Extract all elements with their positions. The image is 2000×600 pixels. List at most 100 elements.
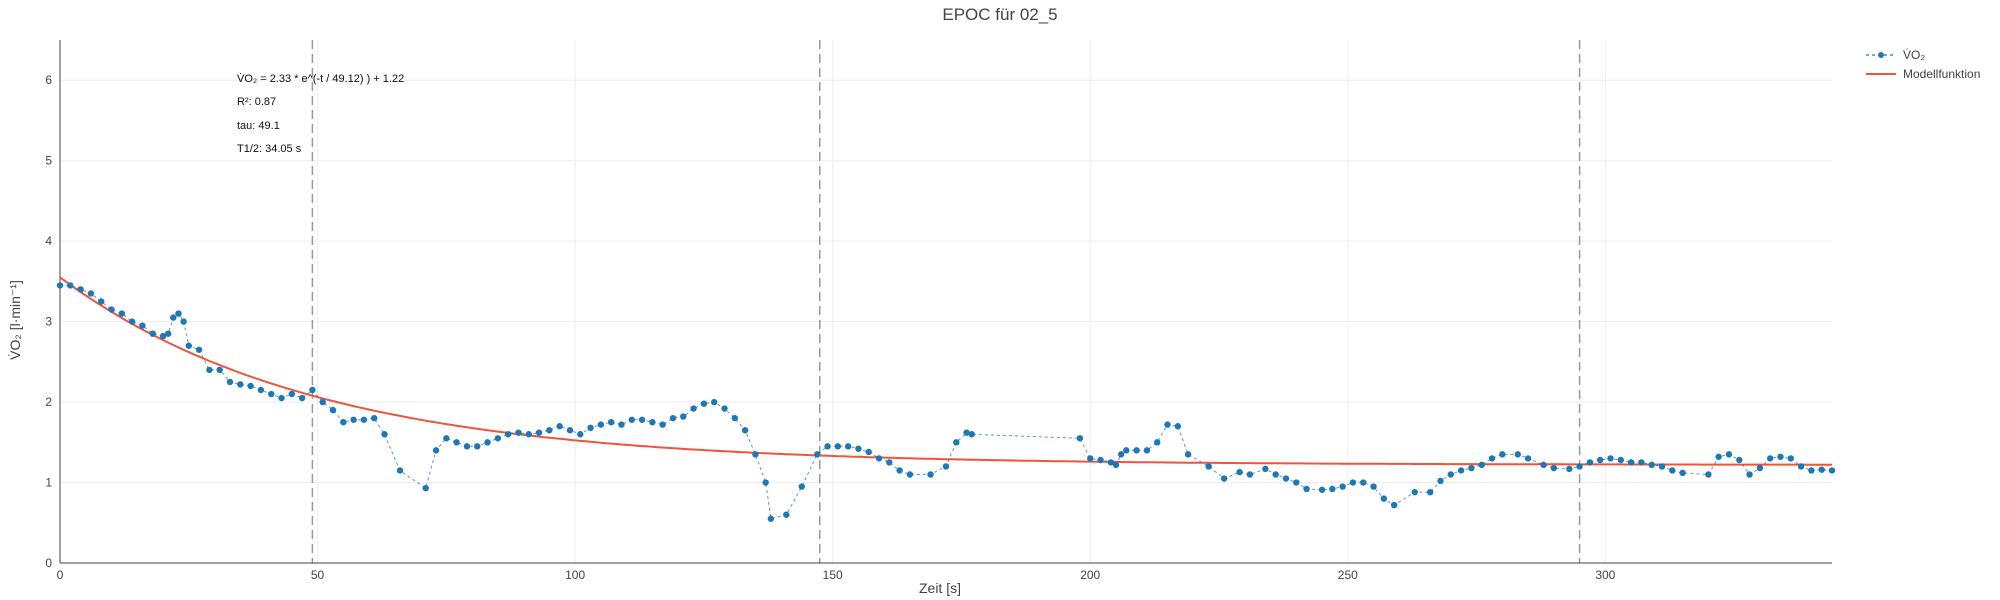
- vo2-point: [515, 429, 522, 436]
- x-tick-label: 50: [311, 568, 325, 582]
- vo2-point: [56, 282, 64, 289]
- vo2-point: [1329, 485, 1336, 493]
- vo2-point: [149, 330, 156, 337]
- vo2-point: [1380, 495, 1388, 502]
- vo2-point: [1174, 423, 1182, 430]
- vo2-point: [278, 394, 285, 402]
- x-tick-label: 100: [565, 568, 585, 582]
- legend[interactable]: V̇O₂ Modellfunktion: [1866, 48, 1980, 81]
- y-tick-label: 2: [45, 395, 52, 409]
- vo2-point: [1766, 455, 1774, 462]
- vo2-point: [185, 342, 192, 349]
- vo2-point: [783, 511, 790, 518]
- x-tick-label: 150: [823, 568, 843, 582]
- vo2-point: [741, 427, 749, 434]
- vo2-point: [474, 443, 481, 450]
- vo2-point: [1184, 451, 1192, 458]
- vo2-point: [139, 322, 146, 329]
- vo2-point: [927, 471, 934, 478]
- vo2-point: [762, 479, 769, 486]
- vo2-point: [556, 423, 563, 430]
- vo2-point: [1303, 485, 1310, 493]
- y-tick-label: 1: [45, 476, 52, 490]
- vo2-point: [1112, 461, 1120, 469]
- vo2-point: [340, 418, 347, 426]
- vo2-point: [1797, 463, 1805, 470]
- vo2-point: [1246, 471, 1254, 478]
- vo2-point: [288, 390, 296, 398]
- vo2-series: [56, 282, 1836, 522]
- vo2-point: [128, 318, 136, 325]
- vo2-point: [159, 332, 167, 340]
- vo2-point: [752, 451, 759, 458]
- vo2-point: [1679, 469, 1686, 477]
- y-axis-title: V̇O₂ [l·min⁻¹]: [7, 280, 23, 360]
- vo2-point: [1524, 455, 1532, 462]
- vo2-point: [1596, 456, 1604, 464]
- vo2-point: [1318, 486, 1326, 493]
- vo2-point: [1123, 447, 1130, 454]
- vo2-point: [257, 386, 265, 394]
- vo2-point: [1576, 463, 1583, 470]
- vo2-point: [98, 298, 105, 305]
- vo2-point: [175, 310, 182, 317]
- vo2-point: [298, 394, 306, 402]
- vo2-point: [1658, 463, 1666, 470]
- vo2-point: [1153, 439, 1161, 446]
- vo2-point: [1607, 455, 1614, 462]
- annotation-tau: tau: 49.1: [237, 120, 280, 132]
- vo2-point: [1117, 451, 1125, 458]
- vo2-point: [587, 424, 594, 432]
- vo2-point: [381, 431, 388, 438]
- vo2-point: [1818, 466, 1825, 473]
- vo2-point: [597, 421, 605, 428]
- vo2-point: [1499, 451, 1506, 458]
- vo2-point: [865, 448, 872, 456]
- vo2-point: [1736, 456, 1743, 464]
- vo2-point: [953, 439, 960, 446]
- vo2-point: [690, 405, 697, 412]
- vo2-point: [731, 414, 739, 422]
- vo2-point: [1349, 479, 1357, 486]
- vo2-point: [1725, 451, 1733, 458]
- vo2-point: [164, 330, 172, 337]
- vo2-point: [1777, 453, 1784, 460]
- legend-item-vo2[interactable]: V̇O₂: [1866, 48, 1925, 62]
- vo2-point: [1272, 471, 1279, 478]
- vo2-point: [329, 406, 337, 414]
- annotation-r2: R²: 0.87: [237, 96, 276, 108]
- legend-item-model[interactable]: Modellfunktion: [1866, 67, 1980, 81]
- vo2-point: [180, 318, 187, 325]
- vo2-point: [1756, 464, 1764, 472]
- vo2-point: [1133, 447, 1140, 454]
- vo2-point: [1540, 461, 1547, 469]
- vo2-point: [118, 310, 126, 317]
- vo2-point: [319, 398, 326, 406]
- vo2-point: [371, 414, 378, 422]
- vo2-point: [1514, 451, 1521, 458]
- vo2-point: [618, 421, 625, 428]
- vo2-point: [767, 515, 775, 522]
- vo2-point: [855, 445, 862, 452]
- x-tick-label: 250: [1338, 568, 1358, 582]
- vo2-point: [309, 386, 316, 394]
- vo2-point: [443, 435, 450, 442]
- vo2-point: [525, 431, 532, 438]
- vo2-point: [1087, 455, 1094, 462]
- vo2-point: [566, 427, 574, 434]
- vo2-point: [1437, 477, 1444, 485]
- vo2-point: [814, 451, 821, 458]
- model-curve-line: [59, 276, 1832, 466]
- vo2-point: [484, 439, 491, 446]
- vo2-point: [700, 400, 708, 407]
- vo2-point: [968, 431, 975, 438]
- vo2-point: [396, 467, 404, 474]
- fit-annotation: V̇O₂ = 2.33 * e^(-t / 49.12) ) + 1.22 R²…: [237, 72, 404, 155]
- vo2-point: [834, 443, 842, 450]
- vo2-point: [535, 429, 543, 436]
- vo2-point: [649, 418, 656, 426]
- vo2-point: [216, 366, 223, 374]
- annotation-half-life: T1/2: 34.05 s: [237, 143, 302, 155]
- vo2-point: [1627, 459, 1635, 466]
- vo2-point: [1808, 467, 1815, 474]
